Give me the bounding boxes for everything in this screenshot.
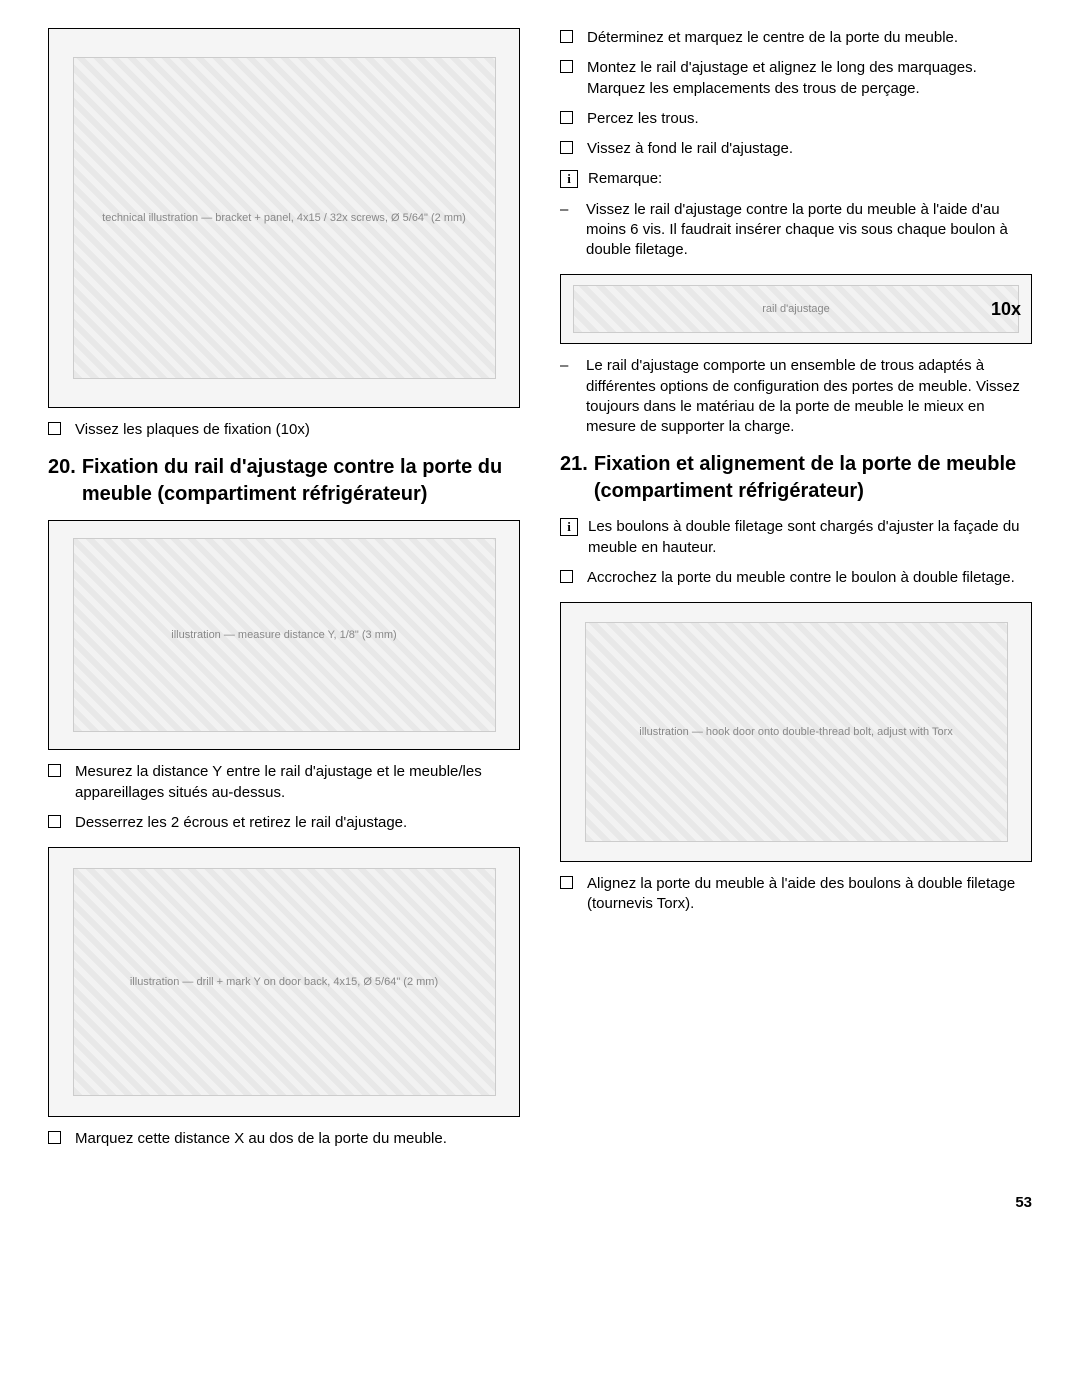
checkbox-icon: [48, 422, 61, 435]
info-note: i Remarque:: [560, 169, 1032, 189]
figure-rail-10x: rail d'ajustage 10x: [560, 274, 1032, 344]
figure-placeholder: rail d'ajustage: [573, 285, 1020, 333]
checkbox-icon: [560, 60, 573, 73]
checklist-text: Mesurez la distance Y entre le rail d'aj…: [75, 762, 520, 803]
checkbox-icon: [560, 30, 573, 43]
figure-placeholder: technical illustration — bracket + panel…: [73, 57, 496, 378]
figure-21-hook-door: illustration — hook door onto double-thr…: [560, 602, 1032, 862]
section-heading-20: 20. Fixation du rail d'ajustage contre l…: [48, 454, 520, 508]
info-icon: i: [560, 518, 578, 536]
checkbox-icon: [560, 876, 573, 889]
right-column: Déterminez et marquez le centre de la po…: [560, 28, 1032, 1163]
figure-placeholder: illustration — drill + mark Y on door ba…: [73, 868, 496, 1096]
checkbox-icon: [48, 815, 61, 828]
figure-20b-mark-y: illustration — drill + mark Y on door ba…: [48, 847, 520, 1117]
note-label: Remarque:: [588, 169, 1032, 189]
dash-item: – Le rail d'ajustage comporte un ensembl…: [560, 356, 1032, 437]
checkbox-icon: [48, 764, 61, 777]
checklist: Déterminez et marquez le centre de la po…: [560, 28, 1032, 260]
figure-placeholder: illustration — measure distance Y, 1/8" …: [73, 538, 496, 732]
checklist-item: Vissez les plaques de fixation (10x): [48, 420, 520, 440]
checklist-text: Vissez les plaques de fixation (10x): [75, 420, 520, 440]
heading-text: Fixation du rail d'ajustage contre la po…: [82, 454, 520, 508]
checklist: Marquez cette distance X au dos de la po…: [48, 1129, 520, 1149]
checklist-item: Alignez la porte du meuble à l'aide des …: [560, 874, 1032, 915]
checkbox-icon: [560, 570, 573, 583]
two-column-layout: technical illustration — bracket + panel…: [48, 28, 1032, 1163]
checkbox-icon: [560, 111, 573, 124]
checklist-item: Desserrez les 2 écrous et retirez le rai…: [48, 813, 520, 833]
checklist-item: Percez les trous.: [560, 109, 1032, 129]
info-note: i Les boulons à double filetage sont cha…: [560, 517, 1032, 558]
checklist-text: Montez le rail d'ajustage et alignez le …: [587, 58, 1032, 99]
checkbox-icon: [48, 1131, 61, 1144]
heading-number: 21.: [560, 451, 588, 505]
dash-text: Le rail d'ajustage comporte un ensemble …: [586, 356, 1032, 437]
checklist-item: Montez le rail d'ajustage et alignez le …: [560, 58, 1032, 99]
checklist-text: Déterminez et marquez le centre de la po…: [587, 28, 1032, 48]
checklist-item: Mesurez la distance Y entre le rail d'aj…: [48, 762, 520, 803]
dash-list: – Le rail d'ajustage comporte un ensembl…: [560, 356, 1032, 437]
figure-placeholder: illustration — hook door onto double-thr…: [585, 622, 1008, 841]
checklist-text: Percez les trous.: [587, 109, 1032, 129]
checklist-text: Alignez la porte du meuble à l'aide des …: [587, 874, 1032, 915]
checklist-text: Accrochez la porte du meuble contre le b…: [587, 568, 1032, 588]
figure-20a-measure-y: illustration — measure distance Y, 1/8" …: [48, 520, 520, 750]
checklist-item: Déterminez et marquez le centre de la po…: [560, 28, 1032, 48]
checkbox-icon: [560, 141, 573, 154]
checklist-text: Marquez cette distance X au dos de la po…: [75, 1129, 520, 1149]
checklist-text: Desserrez les 2 écrous et retirez le rai…: [75, 813, 520, 833]
dash-icon: –: [560, 356, 574, 376]
checklist: i Les boulons à double filetage sont cha…: [560, 517, 1032, 588]
dash-icon: –: [560, 200, 574, 220]
left-column: technical illustration — bracket + panel…: [48, 28, 520, 1163]
checklist-text: Vissez à fond le rail d'ajustage.: [587, 139, 1032, 159]
dash-text: Vissez le rail d'ajustage contre la port…: [586, 200, 1032, 261]
checklist-item: Vissez à fond le rail d'ajustage.: [560, 139, 1032, 159]
count-label: 10x: [991, 297, 1021, 321]
page-number: 53: [48, 1193, 1032, 1213]
section-heading-21: 21. Fixation et alignement de la porte d…: [560, 451, 1032, 505]
checklist: Alignez la porte du meuble à l'aide des …: [560, 874, 1032, 915]
checklist-item: Marquez cette distance X au dos de la po…: [48, 1129, 520, 1149]
dash-item: – Vissez le rail d'ajustage contre la po…: [560, 200, 1032, 261]
heading-text: Fixation et alignement de la porte de me…: [594, 451, 1032, 505]
checklist: Mesurez la distance Y entre le rail d'aj…: [48, 762, 520, 833]
note-text: Les boulons à double filetage sont charg…: [588, 517, 1032, 558]
info-icon: i: [560, 170, 578, 188]
checklist-item: Accrochez la porte du meuble contre le b…: [560, 568, 1032, 588]
checklist: Vissez les plaques de fixation (10x): [48, 420, 520, 440]
heading-number: 20.: [48, 454, 76, 508]
figure-19-brackets: technical illustration — bracket + panel…: [48, 28, 520, 408]
